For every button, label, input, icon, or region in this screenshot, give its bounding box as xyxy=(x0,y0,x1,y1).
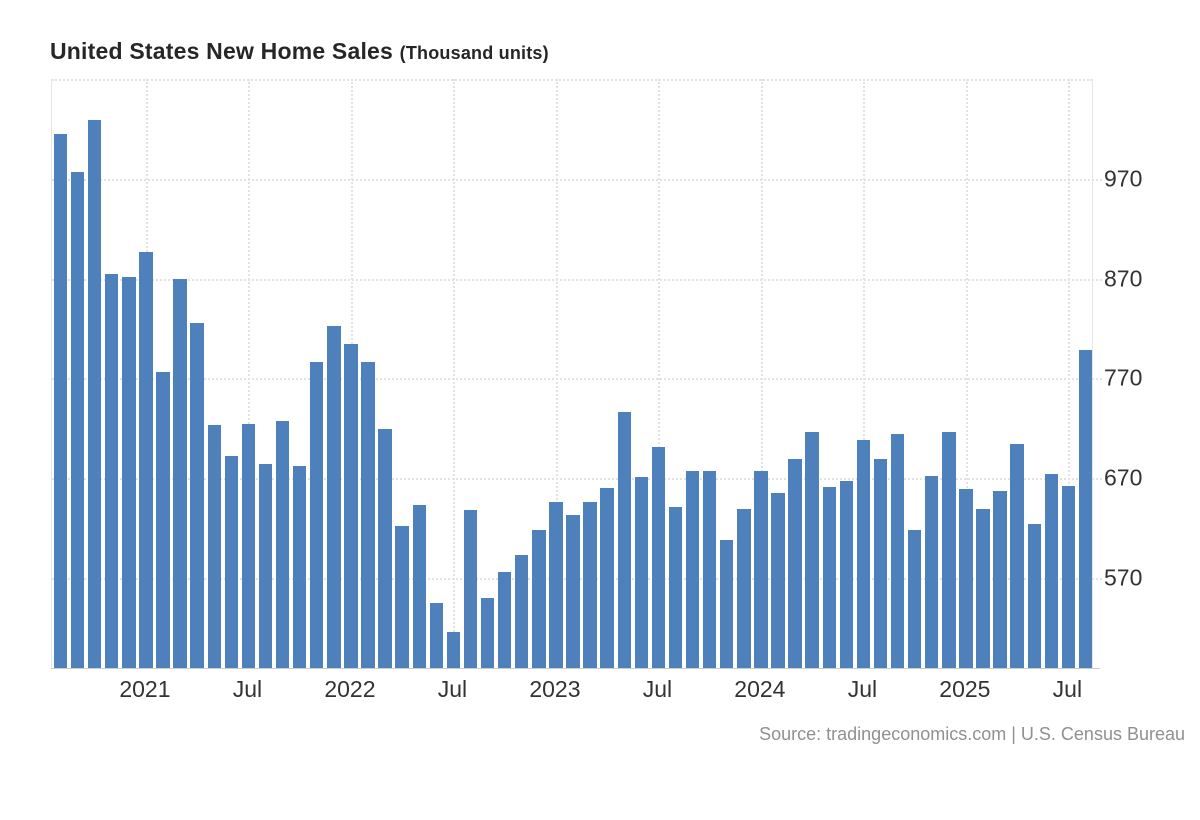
bar-sep-2022[interactable] xyxy=(480,598,495,668)
bar-mar-2021[interactable] xyxy=(173,278,187,668)
bar-aug-2025[interactable] xyxy=(1078,349,1093,668)
x-tick-label: Jul xyxy=(1052,676,1083,702)
bar-oct-2021[interactable] xyxy=(292,466,307,668)
chart-subtitle: (Thousand units) xyxy=(400,43,549,63)
bar-aug-2022[interactable] xyxy=(463,510,478,668)
x-tick-label: Jul xyxy=(642,676,673,702)
bar-nov-2021[interactable] xyxy=(310,361,324,668)
x-tick-label: Jul xyxy=(847,676,878,702)
x-gridline xyxy=(658,79,661,668)
x-tick-label: Jul xyxy=(232,676,263,702)
bar-jun-2021[interactable] xyxy=(224,456,239,668)
x-tick-label: 2023 xyxy=(529,676,581,702)
bar-apr-2023[interactable] xyxy=(600,488,614,668)
y-gridline xyxy=(52,178,1102,181)
bar-dec-2022[interactable] xyxy=(532,530,546,668)
bar-feb-2022[interactable] xyxy=(361,361,375,668)
bar-aug-2020[interactable] xyxy=(53,133,68,668)
x-gridline xyxy=(1068,79,1071,668)
bar-aug-2021[interactable] xyxy=(258,464,273,668)
bar-jan-2024[interactable] xyxy=(754,471,768,668)
bar-sep-2024[interactable] xyxy=(890,434,905,668)
bar-apr-2024[interactable] xyxy=(805,432,819,668)
bar-oct-2022[interactable] xyxy=(497,572,512,668)
bar-oct-2023[interactable] xyxy=(702,471,717,668)
bar-apr-2025[interactable] xyxy=(1010,444,1024,668)
bar-jan-2022[interactable] xyxy=(344,343,358,668)
bar-may-2025[interactable] xyxy=(1027,524,1041,668)
bar-jul-2021[interactable] xyxy=(241,424,256,668)
bar-nov-2024[interactable] xyxy=(925,476,939,668)
y-gridline xyxy=(52,378,1102,381)
y-tick-label: 970 xyxy=(1104,165,1143,192)
y-gridline xyxy=(52,278,1102,281)
x-gridline xyxy=(863,79,866,668)
plot-top-border xyxy=(52,79,1092,81)
bar-apr-2022[interactable] xyxy=(395,526,409,668)
y-tick-label: 570 xyxy=(1104,564,1143,591)
bar-nov-2022[interactable] xyxy=(515,555,529,668)
bar-dec-2021[interactable] xyxy=(327,325,341,668)
bar-jan-2023[interactable] xyxy=(549,502,563,668)
x-tick-label: 2025 xyxy=(939,676,991,702)
bar-dec-2024[interactable] xyxy=(942,432,956,668)
bar-jun-2024[interactable] xyxy=(839,481,853,668)
x-tick-label: 2021 xyxy=(119,676,171,702)
x-tick-label: Jul xyxy=(437,676,468,702)
bar-feb-2021[interactable] xyxy=(156,371,170,668)
x-gridline xyxy=(248,79,251,668)
y-tick-label: 770 xyxy=(1104,364,1143,391)
bar-may-2021[interactable] xyxy=(207,425,221,668)
bar-jun-2022[interactable] xyxy=(429,603,444,668)
x-tick-label: 2024 xyxy=(734,676,786,702)
bar-jun-2023[interactable] xyxy=(634,477,649,668)
x-gridline xyxy=(453,79,456,668)
bar-may-2024[interactable] xyxy=(822,487,836,668)
bar-jun-2025[interactable] xyxy=(1044,474,1058,668)
bar-jan-2025[interactable] xyxy=(959,489,973,668)
bar-mar-2024[interactable] xyxy=(788,459,802,668)
bar-mar-2022[interactable] xyxy=(378,429,392,668)
x-gridline xyxy=(555,79,558,668)
source-attribution: Source: tradingeconomics.com | U.S. Cens… xyxy=(759,724,1185,744)
bar-dec-2023[interactable] xyxy=(737,509,751,668)
bar-jan-2021[interactable] xyxy=(139,251,153,668)
bar-may-2023[interactable] xyxy=(617,412,631,668)
bar-aug-2023[interactable] xyxy=(668,507,683,668)
bar-jul-2023[interactable] xyxy=(651,447,666,668)
bar-nov-2020[interactable] xyxy=(105,273,119,668)
chart-subtitle-text: (Thousand units) xyxy=(399,43,549,63)
bar-feb-2024[interactable] xyxy=(771,493,785,668)
y-gridline xyxy=(52,478,1102,481)
bar-aug-2024[interactable] xyxy=(873,459,888,668)
y-tick-label: 870 xyxy=(1104,265,1143,292)
plot-area xyxy=(51,79,1102,668)
x-tick-label: 2022 xyxy=(324,676,376,702)
bar-may-2022[interactable] xyxy=(412,505,426,668)
bar-feb-2025[interactable] xyxy=(976,509,990,668)
bar-oct-2024[interactable] xyxy=(907,530,922,668)
chart-title: United States New Home Sales (Thousand u… xyxy=(50,38,549,65)
x-gridline xyxy=(965,79,968,668)
bar-sep-2023[interactable] xyxy=(685,471,700,668)
x-gridline xyxy=(760,79,763,668)
bar-oct-2020[interactable] xyxy=(88,119,102,668)
bar-nov-2023[interactable] xyxy=(720,540,734,668)
y-tick-label: 670 xyxy=(1104,464,1143,491)
bar-jul-2025[interactable] xyxy=(1061,486,1076,668)
bar-sep-2021[interactable] xyxy=(275,421,290,668)
bar-jul-2022[interactable] xyxy=(446,632,461,668)
bar-jul-2024[interactable] xyxy=(856,440,871,668)
x-axis-line xyxy=(51,668,1100,669)
bar-mar-2023[interactable] xyxy=(583,502,597,668)
bar-sep-2020[interactable] xyxy=(70,171,85,668)
chart-title-text: United States New Home Sales xyxy=(50,38,394,64)
bar-mar-2025[interactable] xyxy=(993,491,1007,668)
bar-feb-2023[interactable] xyxy=(566,515,580,668)
bar-dec-2020[interactable] xyxy=(122,276,136,668)
bar-apr-2021[interactable] xyxy=(190,322,204,668)
